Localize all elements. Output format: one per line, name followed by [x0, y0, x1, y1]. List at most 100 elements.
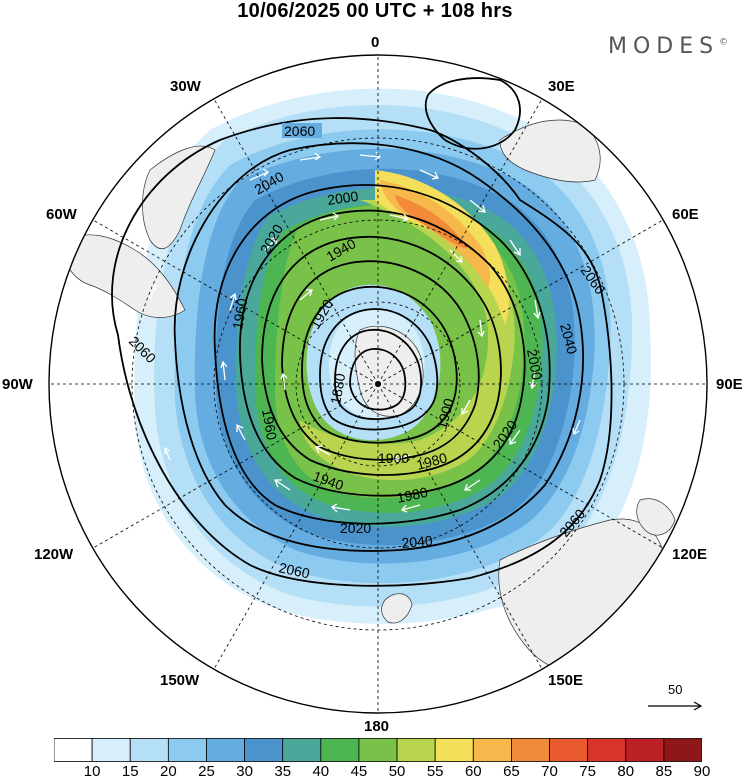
colorbar-tick-label: 90 — [693, 763, 711, 780]
wind-vector — [264, 237, 278, 251]
contour-label: 2000 — [524, 348, 545, 382]
contour-label: 1980 — [415, 449, 449, 473]
colorbar-tick-label: 65 — [503, 763, 520, 780]
colorbar-swatch — [396, 738, 436, 762]
contour-label: 1900 — [433, 396, 457, 430]
colorbar — [54, 738, 702, 762]
contour-label: 2040 — [401, 532, 434, 551]
land-new-zealand — [381, 593, 413, 624]
contour-label: 1880 — [327, 372, 348, 406]
colorbar-tick-label: 45 — [350, 763, 368, 780]
height-contours — [111, 77, 613, 587]
colorbar-swatch — [434, 738, 474, 762]
wind-shade-55 — [300, 199, 515, 481]
land-southeast-asia — [636, 498, 676, 536]
colorbar-tick-label: 15 — [121, 763, 139, 780]
colorbar-swatch — [358, 738, 398, 762]
colorbar-swatch — [625, 738, 665, 762]
colorbar-tick-label: 20 — [160, 763, 177, 780]
wind-vector — [477, 319, 485, 338]
colorbar-tick-label: 35 — [274, 763, 292, 780]
colorbar-swatch — [206, 738, 245, 762]
reference-arrow-head — [693, 701, 703, 711]
colorbar-swatch — [282, 738, 322, 762]
longitude-label-30e: 30E — [548, 78, 575, 95]
wind-vector — [572, 419, 581, 436]
colorbar-tick-label: 70 — [541, 763, 558, 780]
contour-label: 2060 — [284, 123, 315, 139]
land-antarctic-peninsula — [142, 145, 216, 250]
wind-vector — [249, 168, 270, 181]
colorbar-tick-label: 10 — [83, 763, 101, 780]
brand-logo: MODES© — [608, 34, 728, 59]
vector-legend-label: 50 — [668, 682, 683, 697]
wind-vector — [319, 212, 340, 221]
wind-vector — [509, 429, 521, 445]
wind-shade-70 — [395, 195, 468, 249]
colorbar-tick-label: 55 — [426, 763, 444, 780]
contour-2000 — [239, 209, 526, 497]
contour-label: 1960 — [259, 408, 280, 442]
land-africa — [499, 119, 601, 183]
colorbar-swatch — [91, 738, 131, 762]
contour-2020 — [213, 184, 551, 525]
colorbar-tick-label: 25 — [198, 763, 215, 780]
contour-label: 1980 — [395, 484, 429, 506]
wind-vector — [389, 213, 410, 222]
wind-vector — [400, 504, 421, 513]
meridian — [377, 98, 543, 385]
meridians — [49, 55, 707, 713]
longitude-label-30w: 30W — [170, 78, 201, 95]
colorbar-tick-label: 30 — [236, 763, 253, 780]
colorbar-swatch — [587, 738, 627, 762]
wind-vector — [330, 503, 351, 513]
meridian — [213, 383, 379, 670]
longitude-label-180: 180 — [364, 718, 390, 735]
south-pole-marker — [375, 381, 381, 387]
contour-high-30e — [424, 77, 521, 150]
longitude-label-90w: 90W — [2, 376, 33, 393]
wind-vector — [449, 249, 463, 263]
land-south-america — [59, 234, 186, 318]
meridian — [213, 98, 379, 385]
longitude-label-60w: 60W — [46, 206, 77, 223]
longitude-label-60e: 60E — [672, 206, 699, 223]
contour-label: 2020 — [340, 520, 371, 536]
contour-2040 — [173, 142, 584, 552]
longitude-label-90e: 90E — [716, 376, 743, 393]
latitude-circle — [295, 301, 461, 467]
map-boundary — [48, 54, 708, 714]
wind-vector — [464, 479, 481, 491]
colorbar-tick-label: 85 — [655, 763, 673, 780]
wind-vector — [315, 445, 331, 456]
contour-label-bg — [282, 123, 322, 138]
colorbar-tick-label: 75 — [579, 763, 596, 780]
map-disk — [49, 55, 707, 713]
wind-vector — [229, 292, 237, 311]
wind-vector — [236, 423, 246, 441]
wind-vector — [419, 169, 439, 180]
longitude-label-120w: 120W — [34, 546, 74, 563]
contour-label: 1960 — [229, 297, 250, 331]
colorbar-swatch — [472, 738, 512, 762]
longitude-label-150e: 150E — [548, 672, 584, 689]
wind-vector — [299, 152, 322, 161]
colorbar-swatch — [54, 738, 93, 762]
meridian — [377, 383, 664, 549]
contour-label: 1900 — [378, 450, 409, 466]
wind-vector — [509, 239, 521, 257]
wind-vector — [392, 454, 411, 463]
colorbar-swatch — [320, 738, 360, 762]
contour-1940 — [301, 286, 458, 444]
brand-name: MODES — [608, 34, 720, 59]
brand-mark: © — [719, 37, 729, 48]
wind-vector — [461, 399, 471, 416]
contour-1980 — [261, 236, 502, 476]
colorbar-swatch — [511, 738, 550, 762]
wind-vector — [533, 299, 541, 320]
colorbar-tick-label: 40 — [312, 763, 330, 780]
wind-vector — [359, 151, 381, 161]
colorbar-swatch — [167, 738, 207, 762]
colorbar-swatch — [549, 738, 589, 762]
contour-1880 — [349, 348, 407, 411]
